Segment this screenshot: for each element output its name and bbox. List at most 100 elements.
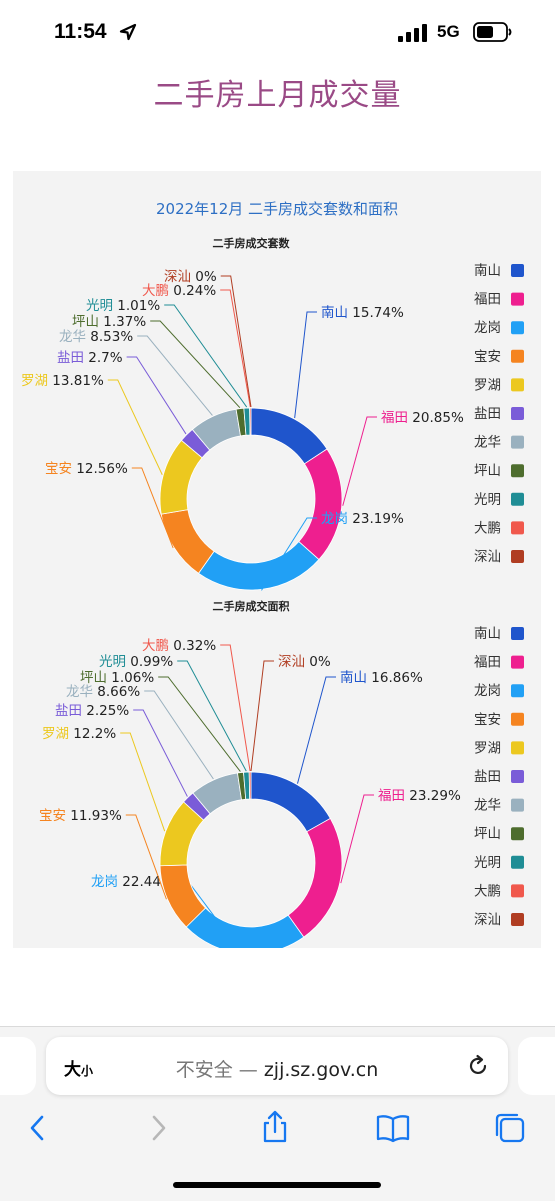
legend-swatch-9[interactable] [511,855,524,869]
address-bar[interactable]: 大小 不安全 — zjj.sz.gov.cn [46,1037,508,1095]
chart-title: 2022年12月 二手房成交套数和面积 [156,200,398,218]
slice-label-11: 深汕 0% [164,269,217,285]
url-text[interactable]: 不安全 — zjj.sz.gov.cn [46,1055,508,1082]
donut-slice-2[interactable] [298,448,343,561]
legend-label-4: 宝安 [474,712,501,728]
slice-label-1: 南山 15.74% [321,305,404,321]
legend-swatch-11[interactable] [511,550,524,563]
slice-label-4: 宝安 12.56% [45,461,128,477]
donut-slice-1[interactable] [250,771,331,833]
legend-label-4: 宝安 [474,349,501,365]
slice-label-5: 罗湖 12.2% [42,726,116,742]
previous-tab-edge[interactable] [0,1037,36,1095]
leader-line-7 [144,690,214,780]
slice-label-8: 坪山 1.37% [72,314,146,330]
share-icon[interactable] [255,1108,295,1148]
donut-slice-10[interactable] [249,407,252,436]
leader-line-8 [150,320,241,409]
legend-swatch-10[interactable] [511,884,524,898]
slice-label-11: 深汕 0% [278,654,331,670]
legend-label-6: 盐田 [474,406,501,422]
battery-icon [473,22,512,42]
legend-label-5: 罗湖 [474,377,501,393]
legend-swatch-3[interactable] [511,684,524,698]
chart-subtitle: 二手房成交面积 [213,599,290,613]
legend-label-5: 罗湖 [474,740,501,756]
slice-label-7: 龙华 8.66% [66,684,140,700]
leader-line-11 [250,660,274,772]
leader-line-11 [220,275,252,408]
legend-label-8: 坪山 [474,826,501,842]
chevron-right-icon[interactable] [138,1108,178,1148]
legend-swatch-9[interactable] [511,492,524,506]
signal-bars-icon [398,24,427,42]
slice-label-4: 宝安 11.93% [39,808,122,824]
next-tab-edge[interactable] [518,1037,555,1095]
leader-line-3 [261,517,317,591]
chevron-left-icon[interactable] [18,1108,58,1148]
legend-swatch-1[interactable] [511,264,524,277]
book-icon[interactable] [373,1108,413,1148]
leader-line-4 [125,814,167,900]
slice-label-8: 坪山 1.06% [80,670,154,686]
text-size-button[interactable]: 大小 [64,1060,94,1080]
legend-swatch-3[interactable] [511,321,524,335]
legend-label-10: 大鹏 [474,520,501,536]
leader-line-6 [126,356,187,435]
donut-slice-3[interactable] [197,541,320,591]
legend-swatch-4[interactable] [511,712,524,726]
slice-label-6: 盐田 2.7% [57,350,123,366]
leader-line-1 [294,311,317,419]
slice-label-10: 大鹏 0.32% [142,638,216,654]
reload-icon[interactable] [464,1052,492,1080]
legend-swatch-7[interactable] [511,798,524,812]
leader-line-5 [120,732,166,832]
leader-line-6 [133,709,188,797]
legend-label-1: 南山 [474,626,501,642]
legend-label-2: 福田 [474,655,501,671]
legend-swatch-4[interactable] [511,349,524,363]
slice-label-9: 光明 0.99% [99,654,173,670]
legend-swatch-8[interactable] [511,464,524,478]
legend-swatch-10[interactable] [511,521,524,535]
legend-label-9: 光明 [474,492,501,508]
legend-swatch-2[interactable] [511,292,524,306]
legend-label-10: 大鹏 [474,883,501,899]
legend-label-11: 深汕 [474,912,501,928]
legend-label-8: 坪山 [474,463,501,479]
slice-label-2: 福田 20.85% [381,410,464,426]
slice-label-6: 盐田 2.25% [55,703,129,719]
leader-line-10 [220,289,251,408]
legend-swatch-6[interactable] [511,770,524,783]
legend-swatch-1[interactable] [511,627,524,640]
donut-slice-10[interactable] [248,771,252,800]
legend-label-7: 龙华 [474,798,501,814]
tabs-icon[interactable] [490,1108,530,1148]
legend-swatch-7[interactable] [511,435,524,449]
leader-line-9 [177,660,247,772]
slice-label-10: 大鹏 0.24% [142,283,216,299]
donut-slice-1[interactable] [250,407,328,465]
status-time: 11:54 [54,20,107,43]
leader-line-7 [137,335,213,416]
donut-slice-3[interactable] [185,907,305,948]
slice-label-1: 南山 16.86% [340,670,423,686]
donut-slice-2[interactable] [287,817,343,938]
slice-label-9: 光明 1.01% [86,298,160,314]
legend-label-3: 龙岗 [474,683,501,699]
slice-label-2: 福田 23.29% [378,788,461,804]
legend-swatch-5[interactable] [511,378,524,392]
legend-swatch-11[interactable] [511,913,524,926]
insecure-label: 不安全 — [175,1059,264,1081]
leader-line-2 [342,416,377,506]
leader-line-2 [340,794,374,884]
leader-line-5 [107,379,163,475]
legend-swatch-8[interactable] [511,827,524,841]
legend-swatch-2[interactable] [511,655,524,669]
legend-swatch-6[interactable] [511,407,524,420]
url-domain: zjj.sz.gov.cn [263,1059,379,1081]
legend-swatch-5[interactable] [511,741,524,755]
slice-label-3: 龙岗 23.19% [321,511,404,527]
